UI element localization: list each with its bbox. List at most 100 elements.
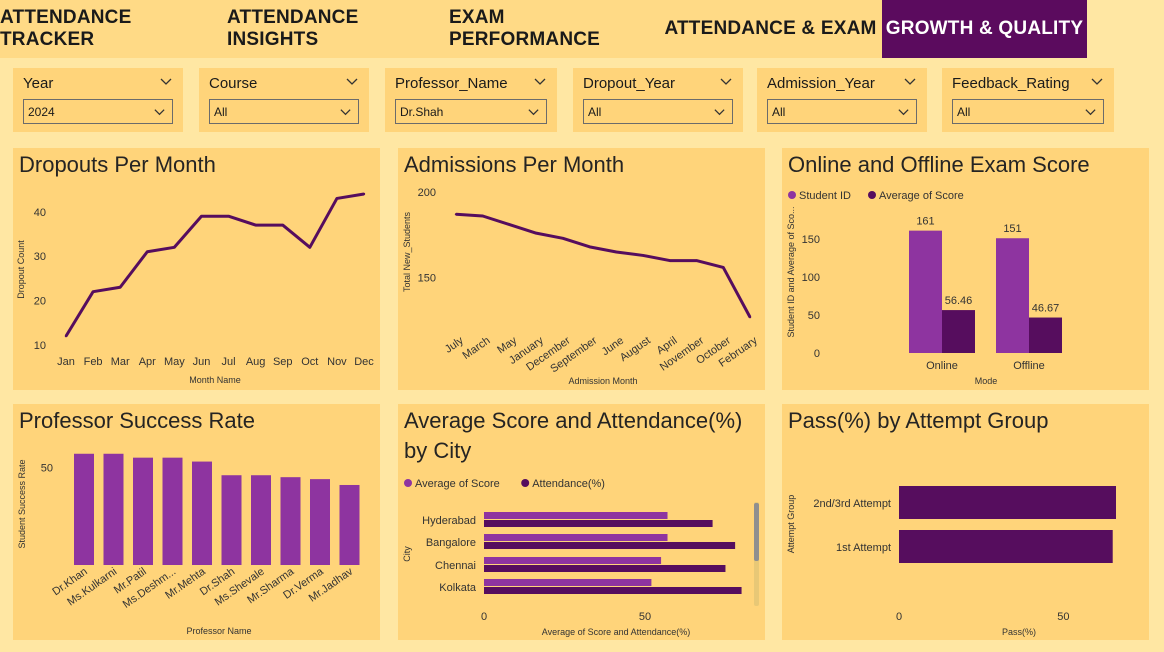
legend-label: Average of Score xyxy=(879,190,964,202)
chevron-down-icon[interactable] xyxy=(1090,74,1104,88)
filter-title: Course xyxy=(209,75,258,92)
filter-dropout-year: Dropout_Year All xyxy=(573,68,743,132)
bar xyxy=(484,520,713,527)
y-tick-label: 30 xyxy=(34,251,46,263)
city-card[interactable]: Average Score and Attendance(%) by City … xyxy=(398,404,765,640)
scrollbar-thumb xyxy=(754,503,759,561)
bar xyxy=(221,475,242,565)
tabs-spacer xyxy=(1087,0,1164,58)
chart-title: Admissions Per Month xyxy=(404,152,625,177)
chart-title: Average Score and Attendance(%) by City xyxy=(404,408,743,463)
legend-label: Average of Score xyxy=(415,478,500,490)
tab-exam-performance[interactable]: EXAM PERFORMANCE xyxy=(449,0,659,58)
x-tick-label: Sep xyxy=(273,356,293,368)
x-axis-label: Admission Month xyxy=(568,376,637,386)
bar xyxy=(484,587,742,594)
bar xyxy=(899,530,1113,563)
bar xyxy=(899,486,1116,519)
dropout-year-dropdown[interactable]: All xyxy=(583,99,733,124)
series-line xyxy=(455,212,752,318)
exam-mode-bar-chart: Student ID Average of Score 0 50 100 150 161 56… xyxy=(786,190,1062,386)
data-label: 56.46 xyxy=(945,295,973,307)
bar xyxy=(133,457,153,565)
y-axis-label: Dropout Count xyxy=(16,240,26,299)
chart-title: Online and Offline Exam Score xyxy=(788,152,1090,177)
bar xyxy=(484,512,668,519)
tab-attendance-exam[interactable]: ATTENDANCE & EXAM xyxy=(659,0,882,58)
bar xyxy=(942,310,975,353)
data-point xyxy=(173,246,176,249)
x-tick-label: Feb xyxy=(84,356,103,368)
attempt-bar-chart: 2nd/3rd Attempt 1st Attempt 0 50 Pass(%) Atte… xyxy=(786,486,1116,637)
data-point xyxy=(534,231,538,235)
chevron-down-icon[interactable] xyxy=(345,74,359,88)
bar xyxy=(310,479,330,565)
feedback-rating-dropdown[interactable]: All xyxy=(952,99,1104,124)
professor-bar-chart: 50Dr.KhanMs.KulkarniMr.PatilMs.Deshm...M… xyxy=(17,453,360,636)
bar xyxy=(162,457,183,565)
x-tick-label: Apr xyxy=(139,356,156,368)
legend-label: Student ID xyxy=(799,190,851,202)
bar xyxy=(909,230,942,353)
year-dropdown[interactable]: 2024 xyxy=(23,99,173,124)
x-tick-label: Mar xyxy=(111,356,130,368)
bar xyxy=(484,542,736,549)
exam-mode-card[interactable]: Online and Offline Exam Score Student ID… xyxy=(782,148,1149,390)
data-label: 161 xyxy=(916,216,934,228)
x-tick-label: August xyxy=(618,335,653,364)
chevron-down-icon xyxy=(528,109,539,116)
data-point xyxy=(722,266,725,269)
dropdown-value: All xyxy=(772,105,786,119)
bar xyxy=(280,477,301,565)
data-point xyxy=(641,254,645,257)
course-dropdown[interactable]: All xyxy=(209,99,359,124)
y-tick-label: 100 xyxy=(802,272,820,284)
admissions-card[interactable]: Admissions Per Month 150 200 July March May J… xyxy=(398,148,765,390)
chevron-down-icon[interactable] xyxy=(159,74,173,88)
x-tick-label: Jan xyxy=(57,356,75,368)
x-tick-label: Offline xyxy=(1013,360,1045,372)
data-point xyxy=(454,213,458,216)
x-tick-label: Jul xyxy=(222,356,236,368)
y-axis-label: Student Success Rate xyxy=(17,459,27,548)
legend-marker xyxy=(868,191,876,199)
y-tick-label: 10 xyxy=(34,340,46,352)
data-point xyxy=(281,223,284,227)
legend-marker xyxy=(521,479,530,487)
y-tick-label: 150 xyxy=(418,273,436,285)
x-axis-label: Pass(%) xyxy=(1002,627,1036,637)
x-tick-label: 50 xyxy=(639,611,651,623)
data-point xyxy=(695,259,698,262)
y-tick-label: 2nd/3rd Attempt xyxy=(813,498,891,510)
professor-card[interactable]: Professor Success Rate 50 Dr.Khan Ms.Kulka… xyxy=(13,404,380,640)
dropdown-value: All xyxy=(214,105,228,119)
y-tick-label: Chennai xyxy=(435,560,476,572)
dropdown-value: Dr.Shah xyxy=(400,105,444,119)
data-point xyxy=(308,246,312,249)
y-tick-label: 0 xyxy=(814,348,820,360)
dropouts-card[interactable]: Dropouts Per Month 10 20 30 40 Jan Feb Mar Apr M… xyxy=(13,148,380,390)
chevron-down-icon[interactable] xyxy=(903,74,917,88)
x-tick-label: May xyxy=(164,356,185,368)
bar xyxy=(484,534,668,541)
chevron-down-icon[interactable] xyxy=(719,74,733,88)
report-tabs: ATTENDANCE TRACKER ATTENDANCE INSIGHTS E… xyxy=(0,0,1164,58)
bar xyxy=(996,238,1029,353)
y-tick-label: 150 xyxy=(802,234,820,246)
bar xyxy=(251,475,271,565)
tab-attendance-insights[interactable]: ATTENDANCE INSIGHTS xyxy=(227,0,449,58)
filter-title: Dropout_Year xyxy=(583,75,676,92)
y-tick-label: 20 xyxy=(34,296,46,308)
tab-attendance-tracker[interactable]: ATTENDANCE TRACKER xyxy=(0,0,227,58)
tab-growth-quality[interactable]: GROWTH & QUALITY xyxy=(882,0,1087,58)
admission-year-dropdown[interactable]: All xyxy=(767,99,917,124)
chevron-down-icon xyxy=(714,109,725,116)
attempt-card[interactable]: Pass(%) by Attempt Group 2nd/3rd Attempt… xyxy=(782,404,1149,640)
y-tick-label: 200 xyxy=(418,187,436,199)
y-tick-label: 50 xyxy=(41,462,53,474)
data-point xyxy=(481,214,484,218)
professor-dropdown[interactable]: Dr.Shah xyxy=(395,99,547,124)
chevron-down-icon[interactable] xyxy=(533,74,547,88)
dropdown-value: All xyxy=(588,105,602,119)
x-axis-label: Professor Name xyxy=(186,626,251,636)
